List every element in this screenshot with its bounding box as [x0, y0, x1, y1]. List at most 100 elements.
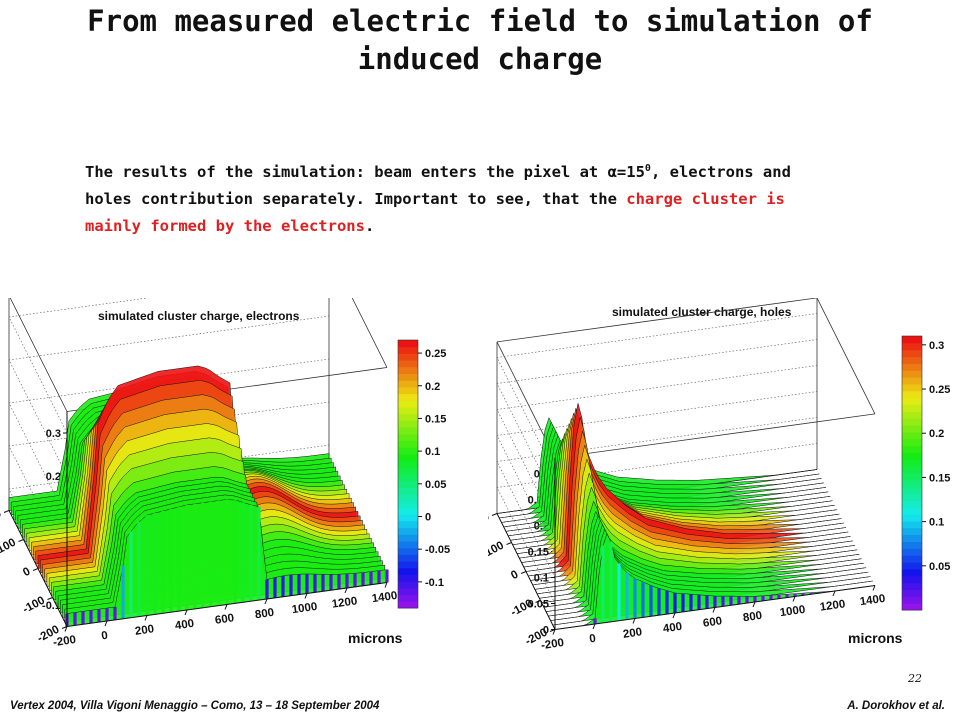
- colorbar-cell: [902, 418, 922, 426]
- colorbar-tick-label: 0.25: [929, 384, 950, 396]
- x-tick: [344, 587, 348, 594]
- colorbar-cell: [398, 601, 418, 609]
- colorbar-cell: [902, 520, 922, 529]
- colorbar-cell: [398, 500, 418, 508]
- colorbar-tick-label: 0.05: [929, 561, 950, 573]
- colorbar-cell: [902, 493, 922, 501]
- colorbar-cell: [398, 587, 418, 596]
- colorbar-cell: [398, 567, 418, 575]
- colorbar-cell: [902, 431, 922, 440]
- colorbar-cell: [398, 527, 418, 535]
- colorbar-cell: [902, 555, 922, 563]
- y-tick: [3, 510, 10, 513]
- desc-end: .: [364, 217, 375, 236]
- y-tick: [491, 513, 498, 516]
- z-gridline: [8, 315, 330, 477]
- colorbar-cell: [902, 466, 922, 474]
- page-title: From measured electric field to simulati…: [87, 4, 873, 76]
- x-tick-label: 600: [214, 612, 235, 627]
- x-tick: [832, 590, 836, 597]
- z-tick-label: 0.3: [46, 428, 61, 440]
- colorbar-cell: [398, 420, 418, 428]
- colorbar-cell: [902, 459, 922, 467]
- x-tick: [592, 623, 596, 630]
- x-tick-label: 200: [622, 626, 643, 641]
- desc-superscript: 0: [644, 163, 651, 174]
- colorbar-cell: [398, 427, 418, 435]
- colorbar-cell: [902, 541, 922, 549]
- colorbar-cell: [902, 500, 922, 508]
- colorbar-tick-label: 0.1: [929, 517, 944, 529]
- colorbar-cell: [398, 467, 418, 475]
- desc-alpha: α=15: [607, 163, 645, 182]
- colorbar-cell: [398, 360, 418, 368]
- y-tick-label: 100: [488, 540, 506, 560]
- colorbar-cell: [902, 603, 922, 611]
- colorbar-cell: [398, 353, 418, 361]
- desc-part2: , electrons and holes contribution separ…: [85, 163, 791, 209]
- colorbar-cell: [902, 342, 922, 351]
- x-tick-label: 1000: [779, 604, 806, 619]
- colorbar-cell: [398, 561, 418, 569]
- colorbar-cell: [398, 380, 418, 388]
- colorbar-cell: [398, 594, 418, 602]
- x-tick-label: 0: [589, 633, 597, 646]
- x-tick: [552, 629, 556, 635]
- colorbar-tick-label: 0.15: [929, 472, 950, 484]
- colorbar-cell: [902, 383, 922, 392]
- colorbar-cell: [902, 548, 922, 556]
- y-tick: [549, 629, 556, 632]
- x-tick-label: 1200: [331, 595, 358, 610]
- colorbar-cell: [398, 373, 418, 381]
- colorbar-cell: [902, 589, 922, 597]
- z-tick-label: 0.15: [528, 547, 549, 559]
- z-tick-label: 0: [543, 625, 549, 637]
- x-tick-label: 0: [101, 630, 109, 643]
- colorbar-cell: [398, 581, 418, 589]
- colorbar-cell: [398, 507, 418, 515]
- colorbar-cell: [902, 397, 922, 405]
- colorbar-cell: [902, 390, 922, 399]
- colorbar-cell: [902, 562, 922, 570]
- y-tick-label: 0: [509, 569, 520, 583]
- z-tick-label: 0.1: [534, 573, 549, 585]
- colorbar-cell: [902, 349, 922, 358]
- colorbar-cell: [398, 400, 418, 408]
- colorbar-tick-label: -0.05: [425, 544, 450, 556]
- x-tick-label: 600: [702, 615, 723, 630]
- x-tick: [672, 612, 676, 619]
- z-gridline: [8, 358, 330, 520]
- colorbar-tick-label: 0.2: [929, 428, 944, 440]
- box-edge: [496, 298, 818, 343]
- box-edge: [554, 413, 876, 459]
- y-tick-label: -100: [21, 595, 47, 616]
- desc-part1: The results of the simulation: beam ente…: [85, 163, 608, 182]
- colorbar-cell: [902, 445, 922, 453]
- z-gridline: [8, 298, 150, 434]
- colorbar-cell: [902, 534, 922, 542]
- colorbar-cell: [398, 453, 418, 462]
- y-tick: [61, 626, 68, 629]
- colorbar-cell: [398, 440, 418, 448]
- colorbar-cell: [398, 386, 418, 395]
- colorbar-cell: [398, 534, 418, 542]
- colorbar-cell: [398, 487, 418, 495]
- electrons-surface-plot: simulated cluster charge, electrons -0.1 0…: [0, 298, 450, 649]
- z-gridline: [496, 443, 818, 604]
- colorbar-cell: [902, 356, 922, 364]
- colorbar-cell: [902, 507, 922, 515]
- x-tick: [144, 615, 148, 621]
- y-tick-label: 100: [0, 537, 18, 557]
- x-axis-title: microns: [848, 630, 903, 646]
- holes-surface-plot: simulated cluster charge, holes 0 0.05 0.1 0…: [488, 298, 950, 652]
- x-tick-label: 1000: [291, 601, 318, 616]
- z-gridline: [496, 313, 818, 474]
- x-tick: [384, 582, 388, 588]
- colorbar-cell: [398, 547, 418, 555]
- x-tick-label: 1400: [371, 590, 398, 605]
- colorbar-tick-label: 0.1: [425, 446, 440, 458]
- colorbar-cell: [398, 413, 418, 421]
- colorbar-cell: [902, 575, 922, 584]
- x-tick: [752, 601, 756, 608]
- colorbar-tick-label: 0.05: [425, 479, 446, 491]
